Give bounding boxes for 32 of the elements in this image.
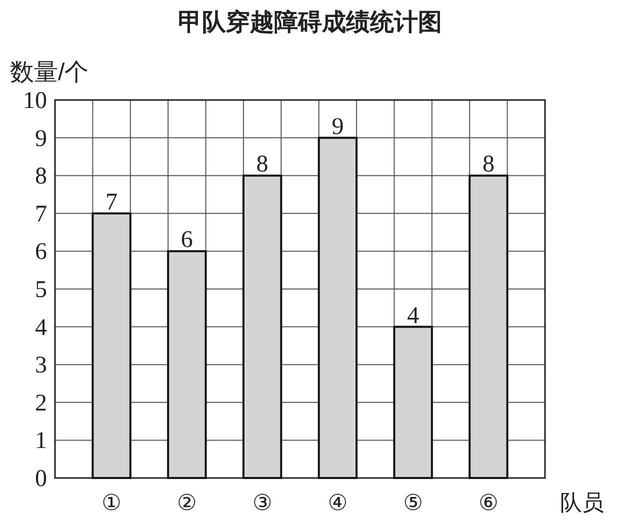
- bar: [92, 212, 132, 479]
- bar: [242, 174, 282, 479]
- y-tick-label: 0: [35, 466, 47, 492]
- x-tick-label: ⑤: [403, 491, 423, 516]
- bar: [318, 136, 358, 479]
- data-label: 8: [256, 152, 268, 178]
- data-label: 8: [482, 152, 494, 178]
- x-tick-label: ④: [328, 491, 348, 516]
- x-tick-label: ③: [252, 491, 272, 516]
- y-tick-label: 4: [35, 314, 47, 341]
- chart-title: 甲队穿越障碍成绩统计图: [178, 9, 442, 36]
- y-tick-label: 1: [35, 428, 47, 454]
- y-tick-label: 3: [35, 352, 47, 379]
- y-axis-title: 数量/个: [10, 59, 89, 86]
- y-tick-label: 5: [35, 277, 47, 303]
- y-tick-label: 8: [35, 164, 47, 190]
- data-label: 6: [180, 227, 193, 254]
- bar: [167, 250, 207, 479]
- bar: [468, 174, 508, 479]
- y-tick-label: 2: [35, 390, 47, 416]
- y-tick-label: 10: [23, 88, 47, 114]
- x-tick-label: ⑥: [478, 491, 498, 516]
- y-tick-label: 6: [35, 239, 47, 266]
- x-tick-label: ②: [177, 491, 197, 516]
- x-tick-label: ①: [102, 491, 122, 516]
- data-label: 9: [332, 114, 344, 140]
- x-axis-title: 队员: [560, 490, 604, 515]
- y-tick-label: 7: [35, 201, 47, 228]
- y-tick-label: 9: [35, 126, 47, 152]
- data-label: 7: [106, 189, 118, 216]
- data-label: 4: [407, 302, 420, 329]
- bar: [393, 326, 433, 479]
